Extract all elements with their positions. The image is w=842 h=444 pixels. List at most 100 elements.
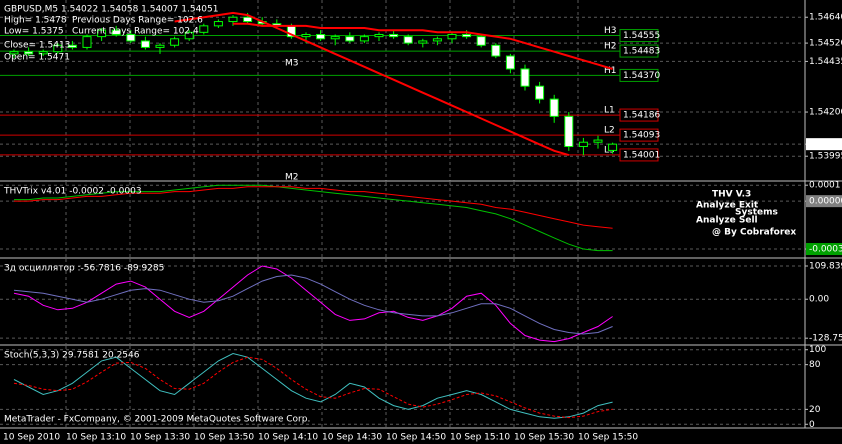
y-tick-label: 1.54200	[809, 108, 842, 118]
candle-body	[155, 44, 165, 48]
level-box	[619, 128, 659, 142]
level-label: 1.54483	[623, 47, 660, 57]
y-tick-label: 100	[809, 345, 826, 355]
annotation: @ By Cobraforex	[712, 228, 796, 238]
candle-body	[564, 115, 574, 148]
candle-body	[228, 16, 238, 23]
level-label: 1.54370	[623, 71, 660, 81]
level-box	[619, 68, 659, 82]
panel-title: GBPUSD,M5 1.54022 1.54058 1.54007 1.5405…	[4, 5, 218, 15]
time-label: 10 Sep 15:50	[578, 433, 638, 443]
time-label: 10 Sep 13:10	[66, 433, 126, 443]
candle-body	[24, 51, 34, 55]
level-tag: L1	[604, 106, 615, 116]
y-tick-label: 0.0001	[809, 181, 841, 191]
y-tick-label: 80	[809, 360, 821, 370]
y-tick-label: 1.53995	[809, 152, 842, 162]
annotation: Low= 1.5375	[4, 27, 64, 37]
series-line	[13, 274, 613, 335]
candle-body	[53, 44, 63, 53]
time-label: 10 Sep 13:30	[130, 433, 190, 443]
candle-body	[389, 33, 399, 38]
level-label: 1.54093	[623, 131, 660, 141]
level-box	[619, 44, 659, 58]
level-label: 1.54001	[623, 150, 660, 160]
candle-body	[447, 33, 457, 40]
time-label: 10 Sep 14:50	[386, 433, 446, 443]
series-line	[14, 184, 613, 252]
candle-body	[578, 141, 588, 148]
y-tick-label: -0.0003	[809, 245, 842, 255]
panel-title: THVTrix v4.01 -0.0002 -0.0003	[3, 187, 142, 197]
annotation: M3	[285, 59, 299, 69]
level-tag: H1	[604, 66, 617, 76]
candle-body	[140, 40, 150, 48]
annotation: Analyze Exit	[696, 201, 759, 211]
candle-body	[111, 29, 121, 35]
time-label: 10 Sep 15:10	[450, 433, 510, 443]
candle-body	[549, 98, 559, 117]
candle-body	[38, 51, 48, 55]
candle-body	[608, 143, 618, 151]
y-tick-label: -128.7535	[809, 334, 842, 344]
candle-body	[359, 36, 369, 42]
time-label: 10 Sep 13:50	[194, 433, 254, 443]
annotation: THV V.3	[712, 190, 751, 200]
candle-body	[170, 38, 180, 46]
series-line	[13, 356, 613, 419]
candle-body	[97, 29, 107, 38]
candle-body	[491, 44, 501, 57]
series-line	[13, 352, 613, 419]
annotation: Analyze Sell	[696, 216, 758, 226]
candle-body	[243, 16, 253, 23]
level-label: 1.54555	[623, 31, 660, 41]
candle-body	[213, 21, 223, 27]
candle-body	[184, 31, 194, 40]
y-tick-label: 109.8394	[809, 262, 842, 272]
level-tag: H3	[604, 26, 617, 36]
annotation: Close= 1.5413	[4, 41, 70, 51]
level-box	[619, 108, 659, 122]
y-tick-label: 20	[809, 405, 821, 415]
candle-body	[462, 33, 472, 38]
series-line	[233, 22, 613, 70]
candle-body	[126, 33, 136, 42]
tick-highlight	[806, 243, 842, 256]
candle-body	[345, 36, 355, 42]
candle-body	[82, 36, 92, 48]
annotation: Current Days Range= 102.4	[72, 27, 199, 37]
level-tag: L2	[604, 126, 615, 136]
candle-body	[9, 51, 19, 55]
panel-title: Зд осциллятор :-56.7816 -89.9285	[4, 264, 164, 274]
footer: MetaTrader - FxCompany, © 2001-2009 Meta…	[4, 415, 310, 425]
level-tag: H2	[604, 42, 617, 52]
candle-body	[520, 68, 530, 87]
level-box	[619, 148, 659, 162]
time-label: 10 Sep 15:30	[514, 433, 574, 443]
candle-body	[505, 55, 515, 70]
y-tick-label: 1.54435	[809, 57, 842, 67]
candle-body	[403, 36, 413, 44]
y-tick-label: 1.54051	[809, 140, 842, 150]
annotation: Open= 1.5471	[4, 53, 70, 63]
series-line	[174, 11, 570, 157]
candle-body	[67, 44, 77, 48]
y-tick-label: 0.00000	[809, 197, 842, 207]
candle-body	[418, 40, 428, 44]
annotation: M2	[285, 173, 299, 183]
time-label: 10 Sep 2010	[3, 433, 60, 443]
y-tick-label: 0.00	[809, 295, 829, 305]
candle-body	[316, 33, 326, 40]
series-line	[13, 265, 613, 343]
candle-body	[330, 36, 340, 40]
annotation: High= 1.5478	[4, 16, 67, 26]
tick-highlight	[806, 195, 842, 208]
candle-body	[301, 33, 311, 38]
level-label: 1.54186	[623, 111, 660, 121]
time-label: 10 Sep 14:30	[322, 433, 382, 443]
y-tick-label: 1.54640	[809, 13, 842, 23]
candle-body	[199, 25, 209, 33]
